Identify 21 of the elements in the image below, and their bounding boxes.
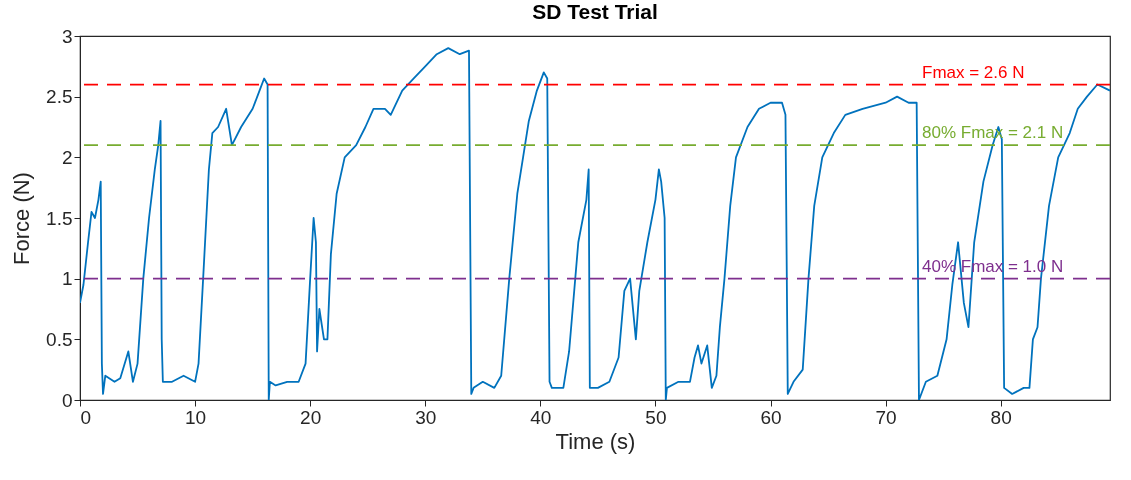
x-tick-label: 50 <box>645 406 667 428</box>
x-tick-label: 40 <box>530 406 552 428</box>
y-tick-label: 1 <box>61 268 73 290</box>
y-tick-label: 2.5 <box>46 86 73 108</box>
x-tick-label: 80 <box>990 406 1012 428</box>
chart-title: SD Test Trial <box>532 0 658 23</box>
x-tick-label: 60 <box>760 406 782 428</box>
x-tick-label: 0 <box>80 406 92 428</box>
line-series <box>80 47 1110 400</box>
x-tick-label: 70 <box>875 406 897 428</box>
x-tick-label: 30 <box>415 406 437 428</box>
y-tick-label: 0.5 <box>46 328 73 350</box>
y-tick-label: 1.5 <box>46 207 73 229</box>
x-tick-label: 10 <box>185 406 207 428</box>
x-axis-title: Time (s) <box>555 428 636 454</box>
y-tick-label: 3 <box>61 25 73 47</box>
y-tick-label: 0 <box>61 389 73 411</box>
x-tick-label: 20 <box>300 406 322 428</box>
y-axis-title: Force (N) <box>9 172 35 265</box>
y-tick-label: 2 <box>61 146 73 168</box>
ref-line-label: Fmax = 2.6 N <box>922 62 1025 82</box>
